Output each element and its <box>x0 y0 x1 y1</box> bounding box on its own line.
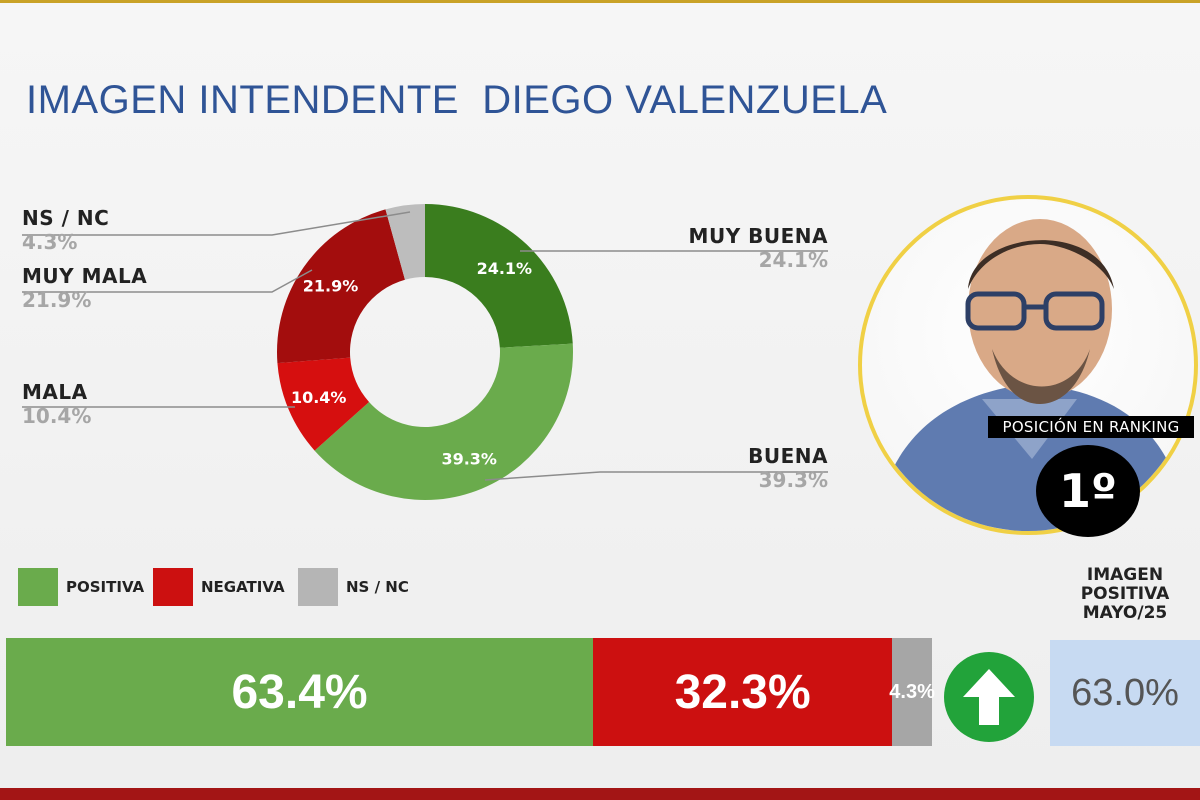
bar-segment-negativa: 32.3% <box>593 638 893 746</box>
callout-label: MUY BUENA <box>688 224 828 248</box>
up-arrow-icon <box>963 669 1015 725</box>
callout-value: 24.1% <box>758 248 828 272</box>
callout-value: 39.3% <box>758 468 828 492</box>
donut-slice-ns-nc <box>385 204 425 280</box>
callout-muy-mala: MUY MALA 21.9% <box>22 264 147 312</box>
legend-swatch <box>153 568 193 606</box>
bar-segment-ns-nc: 4.3% <box>889 638 935 746</box>
bottom-accent-line <box>0 788 1200 800</box>
donut-slice-label: 10.4% <box>291 388 347 407</box>
donut-slice-muy-mala <box>276 209 405 364</box>
callout-mala: MALA 10.4% <box>22 380 91 428</box>
callout-muy-buena: MUY BUENA 24.1% <box>628 224 828 272</box>
callout-value: 4.3% <box>22 230 78 254</box>
donut-slice-label: 21.9% <box>303 277 359 296</box>
callout-label: NS / NC <box>22 206 110 230</box>
callout-label: MUY MALA <box>22 264 148 288</box>
donut-slice-muy-buena <box>425 204 573 348</box>
callout-value: 10.4% <box>22 404 92 428</box>
legend-label: NS / NC <box>346 578 409 596</box>
top-accent-line <box>0 0 1200 3</box>
legend-swatch <box>18 568 58 606</box>
legend-item-positiva: POSITIVA <box>18 568 144 606</box>
trend-up-arrow-icon <box>944 652 1034 742</box>
page-title: IMAGEN INTENDENTE DIEGO VALENZUELA <box>26 78 888 122</box>
donut-slice-label: 39.3% <box>441 450 497 469</box>
donut-slice-label: 24.1% <box>477 259 533 278</box>
callout-value: 21.9% <box>22 288 92 312</box>
donut-slice-mala <box>277 357 370 451</box>
legend-item-ns-nc: NS / NC <box>298 568 409 606</box>
comparison-caption: IMAGEN POSITIVA MAYO/25 <box>1080 565 1170 623</box>
callout-label: MALA <box>22 380 88 404</box>
legend-swatch <box>298 568 338 606</box>
donut-slice-buena <box>314 343 573 501</box>
portrait-photo <box>858 195 1198 535</box>
legend-item-negativa: NEGATIVA <box>153 568 285 606</box>
callout-label: BUENA <box>748 444 828 468</box>
callout-buena: BUENA 39.3% <box>628 444 828 492</box>
ranking-position-badge: 1º <box>1036 445 1140 537</box>
callout-ns-nc: NS / NC 4.3% <box>22 206 109 254</box>
legend-label: NEGATIVA <box>201 578 285 596</box>
legend-label: POSITIVA <box>66 578 145 596</box>
comparison-value: 63.0% <box>1050 640 1200 746</box>
person-icon <box>882 219 1182 531</box>
ranking-caption: POSICIÓN EN RANKING <box>988 416 1194 438</box>
bar-segment-positiva: 63.4% <box>6 638 594 746</box>
